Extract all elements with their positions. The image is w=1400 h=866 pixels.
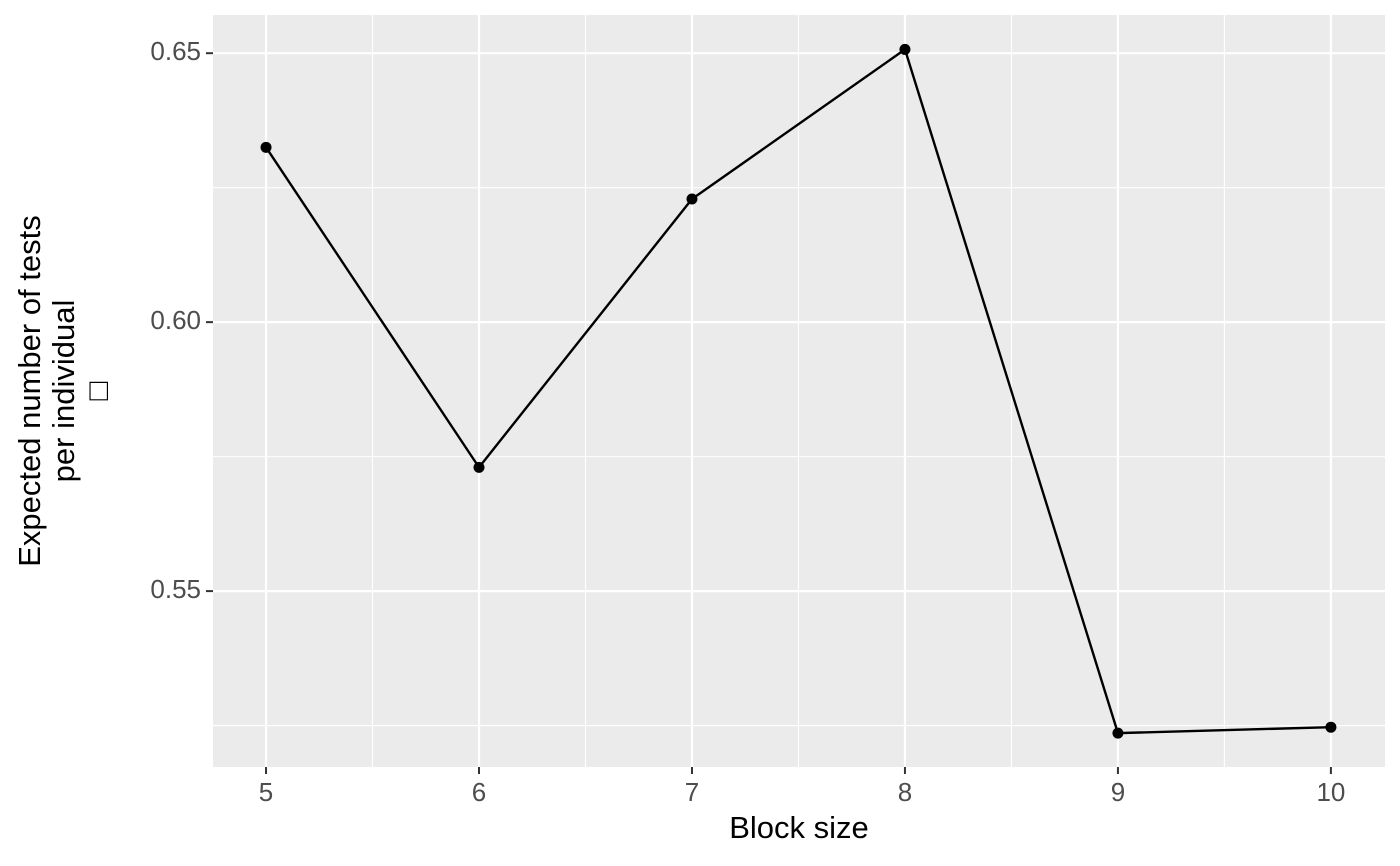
point xyxy=(260,141,272,153)
y-axis-title: per individual xyxy=(46,300,81,483)
point xyxy=(1112,727,1124,739)
x-tick-label: 10 xyxy=(1316,777,1345,807)
x-tick-label: 6 xyxy=(472,777,486,807)
point xyxy=(686,193,698,205)
line xyxy=(265,47,1331,735)
y-tick-label: 0.60 xyxy=(150,305,201,335)
y-tick-label: 0.55 xyxy=(150,574,201,604)
y-axis-title: Expected number of tests xyxy=(12,215,47,567)
point xyxy=(1325,721,1337,733)
y-axis-title: □ xyxy=(80,381,115,400)
plot xyxy=(260,43,1337,739)
y-tick-label: 0.65 xyxy=(150,36,201,66)
x-tick-label: 9 xyxy=(1111,777,1125,807)
point xyxy=(899,43,911,55)
grid xyxy=(213,15,1385,767)
x-axis-title: Block size xyxy=(729,810,869,845)
x-tick-label: 7 xyxy=(685,777,699,807)
x-tick-label: 5 xyxy=(259,777,273,807)
x-tick-label: 8 xyxy=(898,777,912,807)
point xyxy=(473,461,485,473)
